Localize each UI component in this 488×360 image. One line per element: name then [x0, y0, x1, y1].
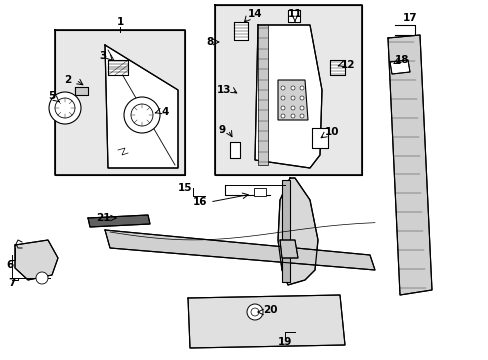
Polygon shape [278, 178, 317, 285]
Circle shape [55, 98, 75, 118]
Text: 19: 19 [277, 337, 292, 347]
Polygon shape [389, 60, 409, 74]
Polygon shape [75, 87, 88, 95]
Text: 16: 16 [192, 197, 207, 207]
Polygon shape [282, 180, 289, 282]
Circle shape [290, 86, 294, 90]
Text: 20: 20 [262, 305, 277, 315]
Text: 15: 15 [177, 183, 192, 193]
Polygon shape [229, 142, 240, 158]
Text: 1: 1 [116, 17, 123, 27]
Polygon shape [105, 230, 374, 270]
Circle shape [290, 96, 294, 100]
Circle shape [299, 96, 304, 100]
Circle shape [124, 97, 160, 133]
Polygon shape [187, 295, 345, 348]
Circle shape [49, 92, 81, 124]
Text: 8: 8 [206, 37, 213, 47]
Polygon shape [329, 60, 345, 75]
Polygon shape [215, 5, 361, 175]
Text: 3: 3 [99, 51, 106, 61]
Text: 18: 18 [394, 55, 408, 65]
Polygon shape [105, 45, 178, 168]
Text: 14: 14 [247, 9, 262, 19]
Text: 12: 12 [340, 60, 354, 70]
Text: 7: 7 [8, 278, 16, 288]
Circle shape [281, 114, 285, 118]
Polygon shape [254, 25, 321, 168]
Circle shape [290, 106, 294, 110]
Circle shape [131, 104, 153, 126]
Text: 9: 9 [218, 125, 225, 135]
Polygon shape [387, 35, 431, 295]
Circle shape [281, 96, 285, 100]
Bar [253, 188, 265, 196]
Text: 21: 21 [96, 213, 110, 223]
Polygon shape [15, 240, 58, 280]
Polygon shape [287, 10, 299, 22]
Circle shape [36, 272, 48, 284]
Text: 2: 2 [64, 75, 71, 85]
Circle shape [299, 86, 304, 90]
Circle shape [281, 86, 285, 90]
Circle shape [299, 114, 304, 118]
Polygon shape [258, 25, 267, 165]
Text: 13: 13 [216, 85, 231, 95]
Polygon shape [234, 22, 247, 40]
Text: 11: 11 [287, 9, 302, 19]
Circle shape [250, 308, 259, 316]
Circle shape [281, 106, 285, 110]
Circle shape [290, 114, 294, 118]
Polygon shape [108, 60, 128, 75]
Circle shape [246, 304, 263, 320]
Text: 4: 4 [161, 107, 168, 117]
Polygon shape [278, 80, 307, 120]
Text: 6: 6 [6, 260, 14, 270]
Polygon shape [55, 30, 184, 175]
Polygon shape [280, 240, 297, 258]
Text: 10: 10 [324, 127, 339, 137]
Text: 5: 5 [48, 91, 56, 101]
Circle shape [299, 106, 304, 110]
Polygon shape [311, 128, 327, 148]
Polygon shape [88, 215, 150, 227]
Text: 17: 17 [402, 13, 416, 23]
